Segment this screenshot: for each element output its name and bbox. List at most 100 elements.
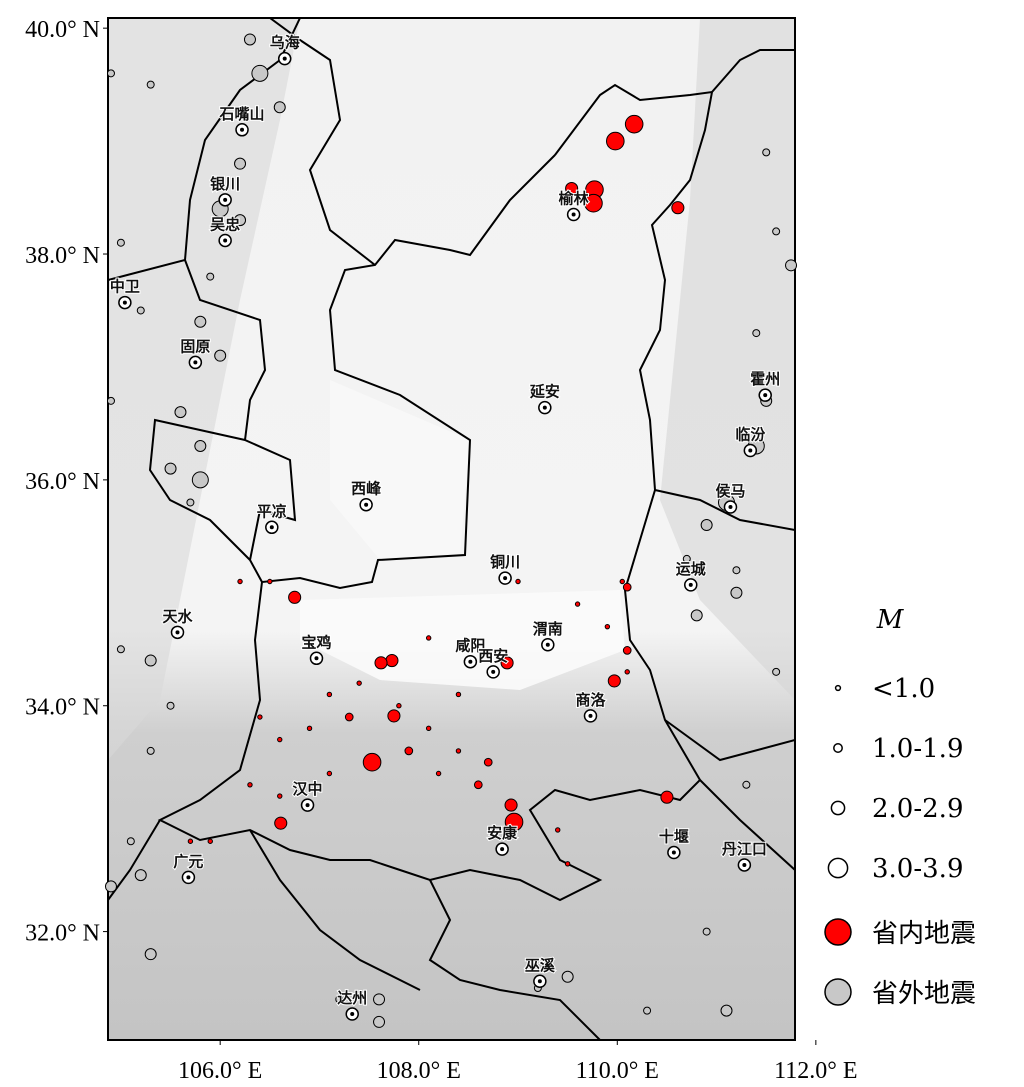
- outside-earthquake: [690, 609, 703, 622]
- y-tick-label: 34.0° N: [25, 695, 100, 721]
- city-marker-dot: [545, 642, 550, 647]
- legend-size-marker: [834, 684, 842, 692]
- city-label: 平凉: [257, 502, 287, 520]
- outside-earthquake: [273, 101, 286, 114]
- inside-earthquake: [257, 714, 263, 720]
- outside-earthquake: [732, 566, 741, 575]
- y-tick-label: 40.0° N: [25, 17, 100, 43]
- map-area: [108, 18, 795, 1040]
- legend-label: 1.0-1.9: [872, 734, 963, 764]
- city-label: 吴忠: [210, 215, 240, 233]
- outside-earthquake: [752, 329, 761, 338]
- legend-label: 省外地震: [872, 979, 976, 1009]
- outside-earthquake: [194, 315, 207, 328]
- inside-earthquake: [671, 201, 685, 215]
- x-tick-label: 106.0° E: [178, 1058, 262, 1084]
- legend-label: 2.0-2.9: [872, 794, 963, 824]
- outside-earthquake: [643, 1006, 652, 1015]
- outside-earthquake: [106, 396, 115, 405]
- outside-earthquake: [144, 654, 157, 667]
- outside-earthquake: [335, 995, 344, 1004]
- inside-earthquake: [267, 578, 273, 585]
- city-label: 十堰: [659, 828, 689, 846]
- city-label: 巫溪: [525, 956, 556, 974]
- inside-earthquake: [504, 798, 518, 812]
- x-tick-label: 112.0° E: [774, 1058, 857, 1084]
- outside-earthquake: [234, 157, 247, 170]
- city-marker-dot: [186, 875, 191, 880]
- inside-earthquake: [356, 680, 362, 686]
- region-border: [108, 18, 795, 1040]
- inside-earthquake: [187, 838, 194, 844]
- inside-earthquake: [326, 691, 333, 698]
- city-marker-dot: [491, 669, 496, 674]
- city-marker-dot: [537, 979, 542, 984]
- inside-earthquake: [455, 748, 462, 754]
- inside-earthquake: [362, 752, 382, 772]
- outside-earthquake: [146, 746, 155, 755]
- outside-earthquake: [186, 498, 195, 507]
- inside-earthquake: [504, 812, 524, 832]
- inside-earthquake: [574, 601, 581, 607]
- outside-earthquake: [730, 586, 743, 599]
- legend-label: 省内地震: [872, 919, 976, 949]
- inside-earthquake: [584, 193, 603, 213]
- city-label: 延安: [529, 383, 560, 401]
- inside-earthquake: [500, 656, 514, 670]
- outside-earthquake: [136, 306, 145, 315]
- outside-earthquake: [104, 880, 117, 893]
- marks: [104, 33, 798, 1028]
- city-marker-dot: [468, 659, 473, 664]
- city-marker-dot: [500, 847, 505, 852]
- city-marker-dot: [364, 502, 369, 507]
- city-marker-dot: [314, 656, 319, 661]
- inside-earthquake: [622, 582, 632, 592]
- city-label: 丹江口: [722, 840, 767, 858]
- legend-size-marker: [830, 800, 846, 816]
- map-frame: [107, 17, 796, 1041]
- city-marker-dot: [542, 405, 547, 410]
- inside-earthquake: [207, 838, 213, 844]
- outside-earthquake: [700, 519, 713, 532]
- relief-west: [108, 18, 300, 760]
- city-marker-dot: [305, 803, 310, 808]
- outside-earthquake: [720, 1004, 733, 1017]
- inside-earthquake: [619, 578, 625, 585]
- outside-earthquake: [702, 927, 711, 936]
- city-label: 天水: [162, 607, 193, 625]
- outside-earthquake: [682, 554, 691, 563]
- plateau: [330, 380, 470, 560]
- city-marker-dot: [282, 56, 287, 61]
- outside-earthquake: [106, 69, 115, 78]
- city-label: 汉中: [293, 780, 323, 798]
- outside-earthquake: [206, 272, 215, 281]
- inside-earthquake: [387, 709, 401, 723]
- city-marker-dot: [122, 300, 127, 305]
- inside-earthquake: [344, 712, 354, 722]
- city-marker-dot: [193, 360, 198, 365]
- x-tick-label: 110.0° E: [576, 1058, 659, 1084]
- outside-earthquake: [772, 667, 781, 676]
- inside-earthquake: [604, 623, 611, 630]
- city-label: 西安: [478, 647, 508, 665]
- legend-label: <1.0: [872, 674, 935, 704]
- outside-earthquake: [116, 238, 125, 247]
- city-marker-dot: [763, 393, 768, 398]
- city-label: 宝鸡: [301, 633, 331, 651]
- outside-earthquake: [126, 837, 135, 846]
- inside-earthquake: [607, 674, 621, 688]
- city-label: 运城: [676, 560, 706, 578]
- city-label: 临汾: [735, 426, 765, 444]
- outside-earthquake: [742, 780, 751, 789]
- outside-earthquake: [772, 227, 781, 236]
- legend-title: M: [876, 605, 905, 635]
- city-label: 咸阳: [455, 637, 485, 655]
- city-marker-dot: [240, 127, 245, 132]
- city-marker-dot: [175, 630, 180, 635]
- inside-earthquake: [306, 725, 313, 732]
- inside-earthquake: [396, 703, 402, 709]
- city-marker-dot: [748, 448, 753, 453]
- outside-earthquake: [234, 214, 247, 227]
- city-label: 商洛: [575, 691, 606, 709]
